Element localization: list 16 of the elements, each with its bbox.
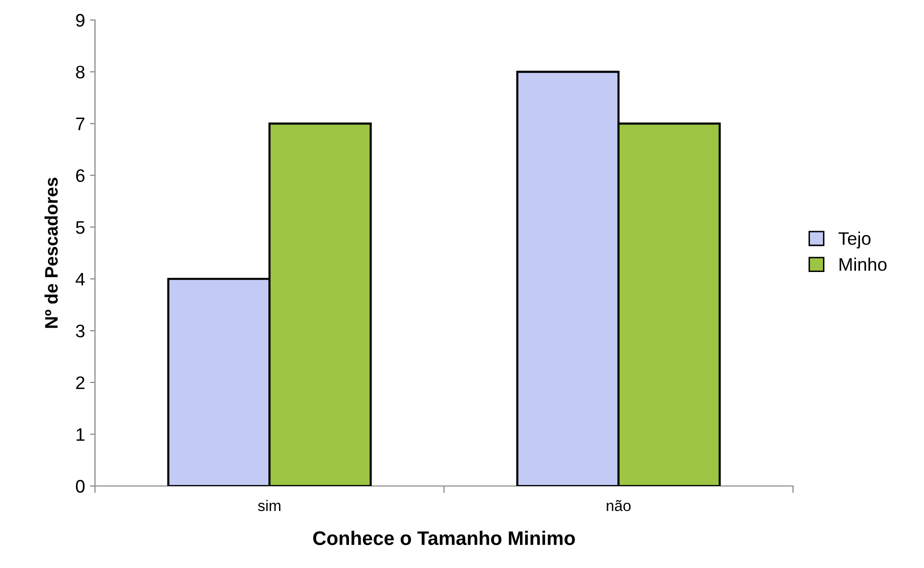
- y-tick-label: 8: [76, 66, 84, 78]
- x-tick-label: não: [606, 500, 631, 512]
- y-axis-title: Nº de Pescadores: [44, 178, 58, 328]
- y-tick-label: 3: [76, 324, 84, 338]
- y-tick-label: 1: [76, 428, 84, 441]
- y-tick-label: 5: [76, 221, 85, 234]
- legend-label: Tejo: [838, 232, 870, 248]
- y-tick-label: 2: [76, 376, 84, 389]
- y-tick-label: 4: [76, 273, 85, 286]
- y-tick-label: 7: [76, 118, 84, 130]
- legend-label: Minho: [840, 258, 887, 271]
- x-tick-label: sim: [258, 500, 280, 512]
- x-axis-title: Conhece o Tamanho Minimo: [313, 530, 575, 546]
- y-tick-label: 6: [76, 169, 84, 182]
- y-tick-label: 0: [76, 480, 85, 493]
- y-tick-label: 9: [76, 14, 84, 27]
